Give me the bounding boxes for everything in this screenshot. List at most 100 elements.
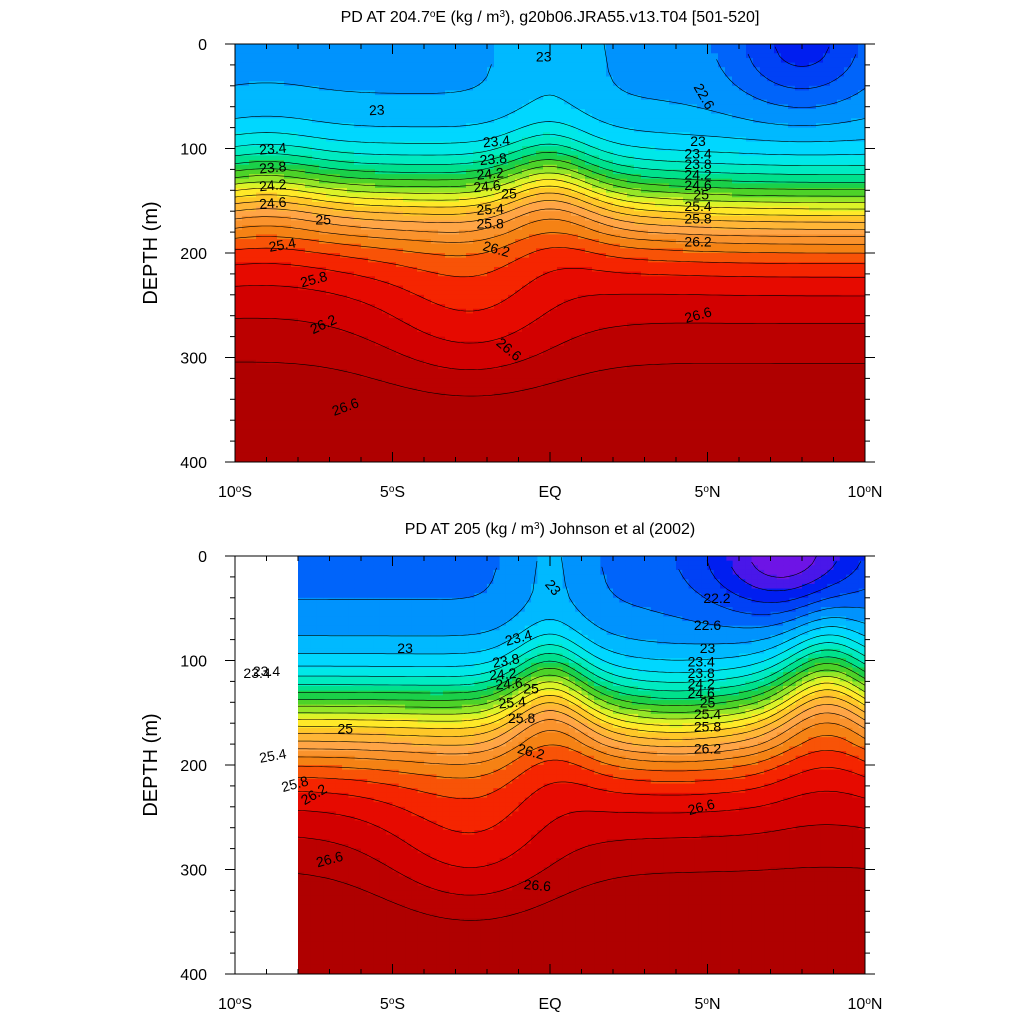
- contour-label: 25.8: [684, 211, 711, 227]
- contour-line: [235, 151, 865, 183]
- contour-label: 23.8: [259, 158, 288, 176]
- contour-label: 23.4: [688, 654, 715, 670]
- contour-line: [235, 317, 865, 370]
- contour-line: [235, 143, 865, 175]
- contour-line: [235, 192, 865, 223]
- contour-line: [298, 722, 865, 765]
- y-tick-label: 100: [180, 654, 207, 671]
- contour-line: [706, 560, 862, 603]
- y-tick-label: 400: [180, 455, 207, 472]
- contour-label: 26.2: [516, 740, 547, 763]
- contour-label: 23: [369, 101, 386, 118]
- y-tick-label: 300: [180, 351, 207, 368]
- x-tick-label: 10oN: [848, 484, 883, 502]
- y-axis-label: DEPTH (m): [140, 201, 162, 304]
- y-tick-label: 0: [198, 37, 207, 54]
- contour-label: 23: [700, 640, 716, 656]
- contour-label: 25: [700, 694, 716, 710]
- contour-label: 23.4: [253, 663, 280, 679]
- contour-label: 23: [536, 49, 552, 65]
- contour-line: [235, 94, 865, 143]
- contour-label: 25.4: [476, 200, 504, 217]
- y-tick-label: 100: [180, 142, 207, 159]
- chart-title: PD AT 205 (kg / m3) Johnson et al (2002): [405, 521, 695, 539]
- contour-label: 26.6: [523, 876, 552, 894]
- contour-label: 23.8: [684, 156, 711, 172]
- contour-label: 23.8: [479, 150, 508, 168]
- contour-label: 25: [315, 212, 331, 228]
- contour-label: 23.4: [503, 626, 534, 649]
- contour-label: 26.2: [481, 238, 512, 261]
- contour-line: [235, 208, 865, 237]
- contour-line: [774, 46, 830, 67]
- x-tick-label: 5oS: [380, 484, 405, 502]
- contour-line: [298, 618, 865, 661]
- contour-line: [297, 824, 865, 896]
- contour-line: [747, 53, 857, 90]
- contour-line: [297, 866, 865, 921]
- contour-label: 25.8: [299, 268, 330, 291]
- contour-line: [235, 218, 865, 245]
- contour-line: [298, 656, 865, 699]
- contour-label: 26.2: [694, 740, 721, 756]
- axes: 0 100 200 300 400 10oS 5oS EQ 5oN 10oN DEPTH (m) PD…: [140, 521, 882, 1014]
- contour-label: 26.6: [683, 303, 714, 326]
- contour-label: 25.4: [258, 745, 288, 766]
- contour-line: [297, 767, 865, 834]
- contour-label: 24.6: [259, 194, 288, 212]
- contour-label: 23.4: [243, 665, 270, 681]
- contour-line: [235, 232, 865, 257]
- contour-label: 22.6: [694, 617, 721, 633]
- contour-label: 24.2: [688, 675, 715, 691]
- x-tick-label: EQ: [538, 484, 561, 501]
- contour-line: [298, 663, 865, 706]
- contour-label: 23: [397, 640, 413, 656]
- contour-line: [297, 682, 865, 727]
- contour-line: [235, 44, 865, 126]
- contour-line: [298, 712, 865, 755]
- axes: 0 100 200 300 400 10oS 5oS EQ 5oN 10oN DEPTH (m) PD…: [140, 9, 882, 502]
- contour-line: [235, 172, 865, 203]
- contour-line: [298, 642, 865, 683]
- y-tick-label: 300: [180, 863, 207, 880]
- contour-line: [235, 247, 865, 278]
- contour-label: 24.2: [684, 167, 711, 183]
- contour-line: [235, 166, 865, 197]
- contour-label: 23.4: [684, 146, 711, 162]
- contour-label: 23.8: [491, 650, 521, 671]
- contour-label: 24.2: [488, 665, 517, 683]
- contour-line: [298, 566, 865, 629]
- x-tick-label: 10oS: [218, 996, 252, 1014]
- contour-line: [297, 750, 865, 800]
- contour-line: [298, 696, 865, 740]
- contour-label: 23.8: [688, 665, 715, 681]
- contour-label: 25.8: [508, 710, 535, 726]
- contour-line: [298, 633, 865, 673]
- panel-model-pd: 2322.62323.423.824.224.62525.425.826.226…: [140, 9, 882, 502]
- contour-label: 25.8: [477, 216, 504, 232]
- x-tick-label: 5oN: [694, 996, 720, 1014]
- contour-line: [235, 361, 865, 397]
- x-tick-label: 10oN: [848, 996, 883, 1014]
- y-tick-label: 200: [180, 758, 207, 775]
- contour-label: 25.8: [280, 773, 311, 796]
- contour-line: [235, 159, 865, 190]
- contour-label: 24.6: [473, 177, 502, 195]
- contour-label: 24.2: [476, 164, 505, 182]
- contour-label: 22.2: [703, 590, 730, 606]
- contour-line: [235, 134, 865, 166]
- y-axis-label: DEPTH (m): [140, 713, 162, 816]
- contour-label: 25: [523, 681, 539, 697]
- contour-label: 25: [337, 720, 353, 736]
- contour-label: 25.4: [498, 693, 527, 711]
- contour-label: 23.4: [482, 132, 511, 150]
- contour-line: [235, 121, 865, 156]
- contour-label: 26.2: [684, 234, 711, 250]
- contour-line: [297, 790, 865, 868]
- contour-line: [298, 649, 865, 692]
- contour-line: [235, 179, 865, 210]
- contour-label: 23: [690, 133, 706, 149]
